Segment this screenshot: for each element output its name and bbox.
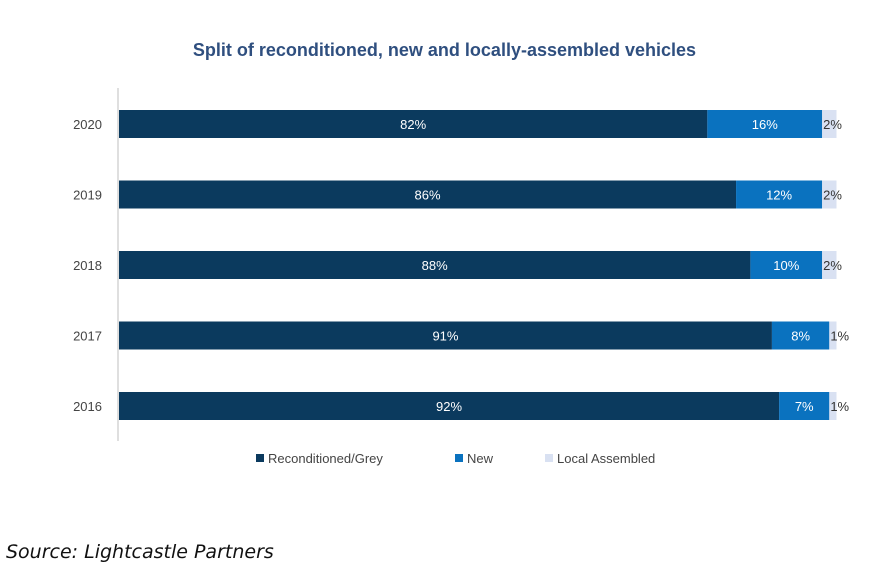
legend-label: Reconditioned/Grey bbox=[268, 451, 383, 466]
data-label: 8% bbox=[791, 329, 810, 344]
data-label: 1% bbox=[830, 399, 849, 414]
legend-label: New bbox=[467, 451, 494, 466]
legend-label: Local Assembled bbox=[557, 451, 655, 466]
data-label: 16% bbox=[752, 117, 778, 132]
source-note: Source: Lightcastle Partners bbox=[6, 541, 274, 563]
bar-segment bbox=[119, 110, 708, 138]
bar-segment bbox=[736, 180, 823, 209]
data-label: 92% bbox=[436, 399, 462, 414]
legend-swatch bbox=[455, 454, 463, 462]
bar-segment bbox=[119, 180, 737, 209]
data-label: 2% bbox=[823, 258, 842, 273]
y-tick-label: 2016 bbox=[73, 399, 102, 414]
legend-swatch bbox=[256, 454, 264, 462]
y-tick-label: 2019 bbox=[73, 188, 102, 203]
bar-segment bbox=[829, 392, 837, 420]
bar-segment bbox=[822, 180, 837, 209]
y-tick-label: 2018 bbox=[73, 258, 102, 273]
bar-segment bbox=[829, 321, 837, 350]
bar-segment bbox=[119, 392, 780, 420]
chart-title: Split of reconditioned, new and locally-… bbox=[192, 40, 697, 60]
bar-segment bbox=[822, 251, 837, 279]
bar-segment bbox=[779, 392, 830, 420]
data-label: 10% bbox=[773, 258, 799, 273]
data-label: 88% bbox=[422, 258, 448, 273]
data-label: 82% bbox=[400, 117, 426, 132]
data-label: 2% bbox=[823, 188, 842, 203]
data-label: 1% bbox=[830, 329, 849, 344]
data-label: 2% bbox=[823, 117, 842, 132]
data-label: 7% bbox=[795, 399, 814, 414]
data-label: 86% bbox=[415, 188, 441, 203]
bar-segment bbox=[707, 110, 823, 138]
bar-segment bbox=[119, 321, 772, 350]
data-label: 91% bbox=[432, 329, 458, 344]
bar-segment bbox=[119, 251, 751, 279]
bar-segment bbox=[771, 321, 830, 350]
legend-swatch bbox=[545, 454, 553, 462]
bar-segment bbox=[822, 110, 837, 138]
data-label: 12% bbox=[766, 188, 792, 203]
y-tick-label: 2020 bbox=[73, 117, 102, 132]
bar-segment bbox=[750, 251, 823, 279]
y-tick-label: 2017 bbox=[73, 329, 102, 344]
